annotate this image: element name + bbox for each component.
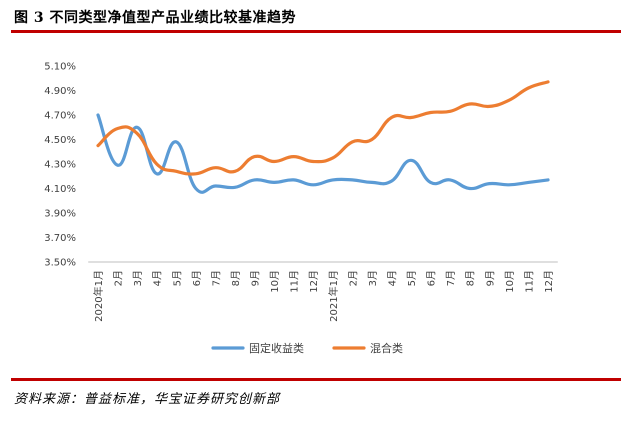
x-tick-label: 10月: [504, 270, 516, 293]
source-note: 资料来源：普益标准，华宝证券研究创新部: [14, 392, 281, 407]
x-tick-label: 4月: [152, 270, 164, 286]
x-tick-label: 9月: [484, 270, 496, 286]
bottom-divider: [11, 378, 621, 381]
legend: 固定收益类 混合类: [211, 341, 403, 355]
x-tick-label: 2021年1月: [327, 270, 340, 322]
x-tick-label: 11月: [289, 270, 301, 293]
x-tick-label: 6月: [191, 270, 203, 286]
y-tick-label: 4.50%: [44, 135, 76, 146]
y-tick-label: 4.30%: [44, 160, 76, 171]
y-tick-label: 5.10%: [44, 62, 76, 73]
legend-label: 固定收益类: [249, 341, 304, 355]
y-tick-label: 3.50%: [44, 258, 76, 269]
x-tick-label: 5月: [406, 270, 418, 286]
x-tick-label: 10月: [269, 270, 281, 293]
figure-title: 图 3 不同类型净值型产品业绩比较基准趋势: [14, 10, 296, 26]
legend-label: 混合类: [370, 341, 403, 355]
x-tick-label: 3月: [132, 270, 144, 286]
y-tick-label: 3.70%: [44, 233, 76, 244]
x-tick-label: 3月: [367, 270, 379, 286]
x-tick-label: 2月: [347, 270, 359, 286]
x-tick-label: 8月: [230, 270, 242, 286]
x-tick-label: 2月: [113, 270, 125, 286]
y-tick-label: 4.10%: [44, 184, 76, 195]
x-tick-label: 9月: [250, 270, 262, 286]
y-axis-ticks: 3.50% 3.70% 3.90% 4.10% 4.30% 4.50% 4.70% 4.90%…: [44, 62, 76, 269]
series-line-fixed-income: [96, 113, 550, 194]
top-divider: [11, 30, 621, 33]
x-tick-label: 6月: [426, 270, 438, 286]
x-tick-label: 12月: [308, 270, 320, 293]
x-tick-label: 11月: [523, 270, 535, 293]
x-tick-label: 8月: [465, 270, 477, 286]
x-tick-label: 2020年1月: [92, 270, 105, 322]
y-tick-label: 3.90%: [44, 209, 76, 220]
x-axis-ticks: 2020年1月 2月 3月 4月 5月 6月 7月 8月 9月 10月 11月 12月 2021年1月 2…: [92, 270, 555, 322]
series-lines: [96, 80, 550, 194]
y-tick-label: 4.70%: [44, 111, 76, 122]
series-line-mixed: [96, 80, 550, 176]
x-tick-label: 12月: [543, 270, 555, 293]
x-tick-label: 7月: [210, 270, 222, 286]
x-tick-label: 5月: [171, 270, 183, 286]
x-tick-label: 4月: [386, 270, 398, 286]
x-tick-label: 7月: [445, 270, 457, 286]
y-tick-label: 4.90%: [44, 86, 76, 97]
